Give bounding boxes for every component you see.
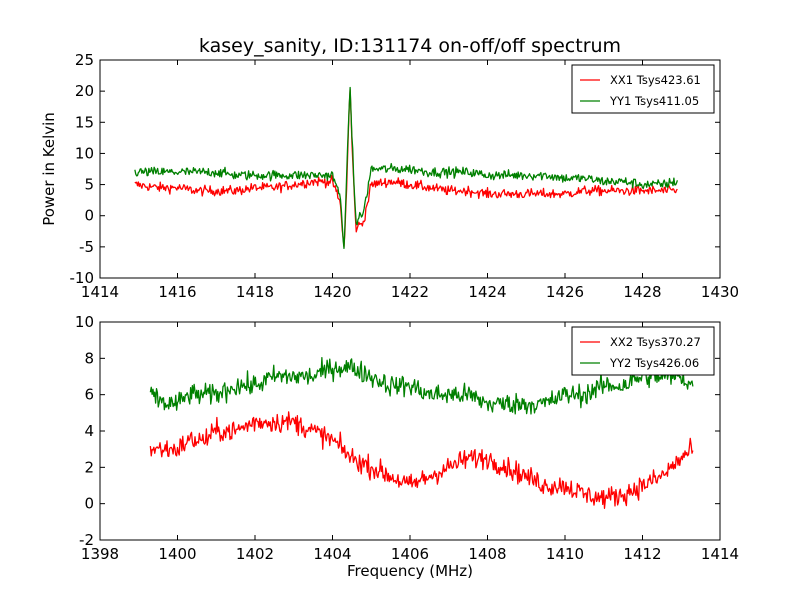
series-line-xx2 bbox=[149, 411, 694, 510]
legend-box bbox=[571, 64, 715, 114]
x-tick-label: 1426 bbox=[546, 283, 584, 301]
x-tick-label: 1416 bbox=[158, 283, 196, 301]
top-panel: 1414 1416 1418 1420 1422 1424 1426 1428 1430 -10 -… bbox=[70, 51, 740, 301]
x-tick-label: 1406 bbox=[391, 545, 429, 563]
x-tick-label: 1408 bbox=[468, 545, 506, 563]
y-tick-label: 0 bbox=[84, 207, 94, 225]
x-tick-label: 1420 bbox=[313, 283, 351, 301]
y-tick-label: 20 bbox=[75, 82, 94, 100]
x-tick-label: 1402 bbox=[236, 545, 274, 563]
series-group bbox=[134, 86, 679, 250]
x-tick-label: 1428 bbox=[623, 283, 661, 301]
legend-box bbox=[571, 326, 715, 376]
x-tick-label: 1422 bbox=[391, 283, 429, 301]
x-axis-label: Frequency (MHz) bbox=[347, 562, 473, 580]
x-tick-label: 1404 bbox=[313, 545, 351, 563]
series-group bbox=[149, 356, 694, 510]
y-tick-label: 5 bbox=[84, 176, 94, 194]
x-tick-label: 1430 bbox=[701, 283, 739, 301]
y-tick-label: 8 bbox=[84, 349, 94, 367]
y-tick-label: 2 bbox=[84, 458, 94, 476]
legend-entry: YY2 Tsys426.06 bbox=[609, 356, 699, 370]
legend-entry: YY1 Tsys411.05 bbox=[609, 94, 699, 108]
y-tick-label: 4 bbox=[84, 422, 94, 440]
y-tick-label: 25 bbox=[75, 51, 94, 69]
x-tick-label: 1410 bbox=[546, 545, 584, 563]
x-tick-label: 1414 bbox=[701, 545, 739, 563]
y-tick-label: 15 bbox=[75, 113, 94, 131]
y-tick-label: 10 bbox=[75, 313, 94, 331]
series-line-yy1 bbox=[134, 86, 679, 250]
y-tick-label: -5 bbox=[79, 238, 94, 256]
y-axis-label: Power in Kelvin bbox=[40, 112, 58, 226]
x-tick-label: 1398 bbox=[81, 545, 119, 563]
bottom-panel: 1398 1400 1402 1404 1406 1408 1410 1412 1414 -2 0 2… bbox=[75, 313, 739, 563]
y-tick-label: 10 bbox=[75, 144, 94, 162]
chart-title: kasey_sanity, ID:131174 on-off/off spect… bbox=[199, 35, 621, 57]
x-tick-label: 1400 bbox=[158, 545, 196, 563]
legend-entry: XX1 Tsys423.61 bbox=[610, 73, 701, 87]
y-tick-label: -2 bbox=[79, 531, 94, 549]
y-tick-label: 6 bbox=[84, 386, 94, 404]
x-tick-label: 1424 bbox=[468, 283, 506, 301]
x-tick-label: 1412 bbox=[623, 545, 661, 563]
series-line-yy2 bbox=[149, 356, 694, 415]
y-tick-label: 0 bbox=[84, 495, 94, 513]
x-tick-label: 1414 bbox=[81, 283, 119, 301]
legend: XX1 Tsys423.61 YY1 Tsys411.05 bbox=[571, 64, 715, 114]
y-tick-label: -10 bbox=[70, 269, 95, 287]
legend: XX2 Tsys370.27 YY2 Tsys426.06 bbox=[571, 326, 715, 376]
legend-entry: XX2 Tsys370.27 bbox=[610, 335, 701, 349]
x-tick-label: 1418 bbox=[236, 283, 274, 301]
series-line-xx1 bbox=[134, 89, 678, 248]
